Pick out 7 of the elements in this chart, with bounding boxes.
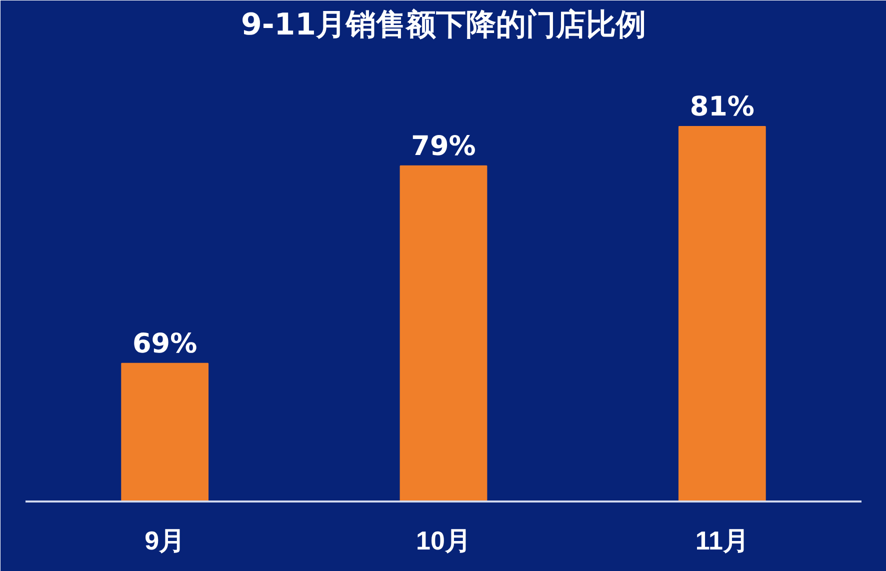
data-label: 69% <box>132 328 198 360</box>
x-tick-label: 10月 <box>416 526 471 556</box>
chart-title: 9-11月销售额下降的门店比例 <box>240 8 646 42</box>
x-tick-label: 11月 <box>695 526 749 556</box>
data-label: 81% <box>690 91 754 122</box>
data-label: 79% <box>411 130 476 162</box>
x-tick-label: 9月 <box>144 526 186 556</box>
